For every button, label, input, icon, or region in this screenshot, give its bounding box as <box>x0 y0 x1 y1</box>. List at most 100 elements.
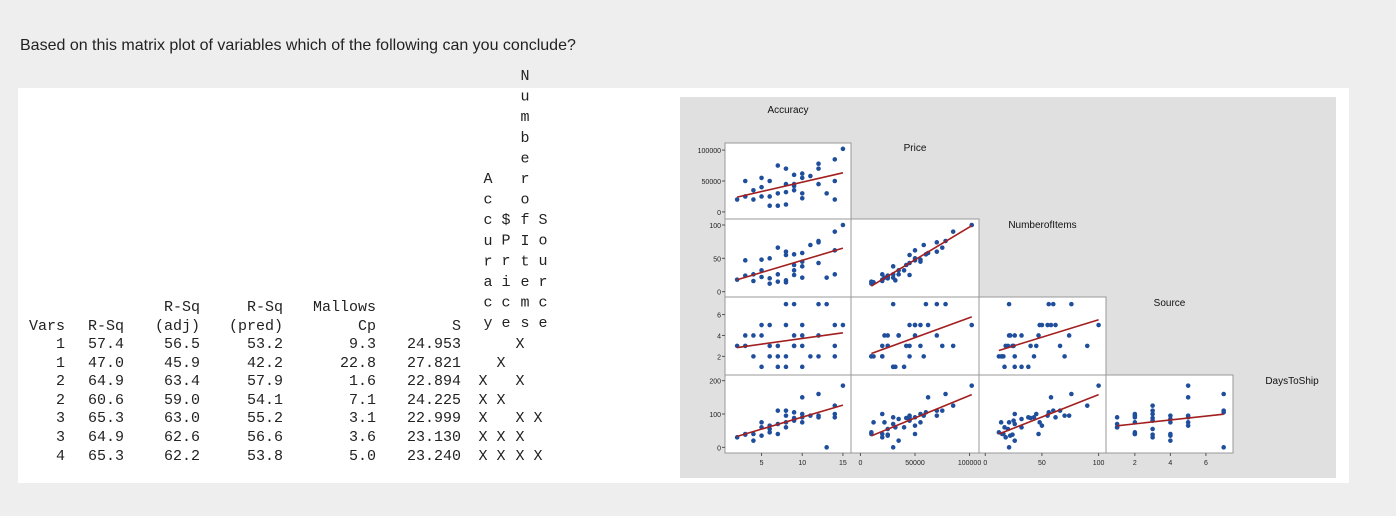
data-point <box>832 178 838 184</box>
data-point <box>783 249 789 254</box>
data-point <box>918 420 923 425</box>
data-point <box>783 408 789 413</box>
predictor-included-mark: X <box>478 373 488 391</box>
predictor-included-mark: X <box>515 336 525 353</box>
data-point <box>816 240 821 245</box>
x-tick-label: 50000 <box>905 460 925 467</box>
data-point <box>934 249 940 254</box>
data-point <box>1168 433 1173 438</box>
x-tick-label: 15 <box>839 460 847 467</box>
data-point <box>799 322 805 328</box>
data-point <box>1168 420 1173 425</box>
data-point <box>1012 364 1018 370</box>
cell-s: 23.240 <box>406 447 461 465</box>
cell-rsq: 64.9 <box>87 429 124 446</box>
predictor-header-wrap: Accuracy <box>479 95 497 336</box>
y-tick-label: 50 <box>713 256 721 263</box>
fit-line <box>998 393 1099 435</box>
data-point <box>751 187 756 193</box>
data-point <box>799 275 805 280</box>
data-point <box>767 343 772 349</box>
data-point <box>1185 420 1191 425</box>
data-point <box>1048 322 1054 328</box>
predictor-included-mark: X <box>478 429 488 446</box>
data-point <box>751 197 756 202</box>
predictor-included-mark: X <box>496 447 506 465</box>
data-point <box>832 322 838 328</box>
data-point <box>1010 432 1015 437</box>
data-point <box>775 279 781 284</box>
variable-label-price: Price <box>904 143 927 154</box>
x-tick-label: 100000 <box>958 460 981 467</box>
predictor-included-mark: X <box>496 354 506 372</box>
cell-adj: 59.0 <box>163 391 200 409</box>
data-point <box>912 248 918 253</box>
data-point <box>912 431 918 437</box>
data-point <box>1150 408 1155 413</box>
data-point <box>1046 301 1052 307</box>
x-tick-label: 0 <box>859 460 863 467</box>
data-point <box>791 268 797 273</box>
column-header: R-Sq <box>87 318 124 335</box>
predictor-header-wrap: $Price <box>497 95 515 336</box>
data-point <box>903 343 909 349</box>
data-point <box>791 252 797 257</box>
predictor-included-mark: X <box>496 429 506 446</box>
data-point <box>939 245 945 250</box>
data-point <box>1019 416 1024 422</box>
data-point <box>832 354 838 359</box>
data-point <box>775 191 781 196</box>
cell-adj: 63.4 <box>163 373 200 391</box>
data-point <box>1150 426 1155 432</box>
data-point <box>791 187 797 193</box>
data-point <box>1028 343 1033 349</box>
y-tick-label: 0 <box>717 210 721 217</box>
predictor-header: Source <box>534 212 552 336</box>
data-point <box>791 410 797 415</box>
fit-line <box>737 331 844 349</box>
cell-cp: 3.6 <box>348 429 376 446</box>
data-point <box>832 415 838 420</box>
data-point <box>767 354 772 359</box>
cell-pred: 53.8 <box>246 447 283 465</box>
data-point <box>783 413 789 418</box>
data-point <box>879 272 885 277</box>
data-point <box>890 415 896 420</box>
data-point <box>1048 395 1054 400</box>
data-point <box>918 343 923 349</box>
data-point <box>921 242 927 248</box>
data-point <box>1066 333 1072 338</box>
data-point <box>1084 403 1090 408</box>
data-point <box>934 301 940 307</box>
data-point <box>759 322 764 328</box>
predictor-included-mark: X <box>478 391 488 409</box>
data-point <box>767 322 772 328</box>
data-point <box>775 163 781 168</box>
data-point <box>799 333 805 338</box>
cell-s: 22.999 <box>406 410 461 428</box>
data-point <box>799 196 805 201</box>
data-point <box>901 268 907 273</box>
data-point <box>824 445 829 450</box>
cell-s: 23.130 <box>406 429 461 446</box>
data-point <box>950 229 956 234</box>
y-tick-label: 100 <box>709 223 721 230</box>
data-point <box>1084 343 1090 349</box>
data-point <box>871 354 876 359</box>
cell-s: 22.894 <box>406 373 461 391</box>
data-point <box>1062 354 1067 359</box>
data-point <box>1096 322 1101 328</box>
predictor-included-mark: X <box>496 391 506 409</box>
cell-pred: 56.6 <box>246 429 283 446</box>
predictor-included-mark: X <box>515 429 525 446</box>
data-point <box>912 322 918 328</box>
y-tick-label: 0 <box>717 290 721 297</box>
data-point <box>1185 395 1191 400</box>
data-point <box>742 258 748 263</box>
fit-line <box>736 247 844 281</box>
cell-adj: 63.0 <box>163 410 200 428</box>
data-point <box>1185 423 1191 428</box>
cell-cp: 1.6 <box>348 373 376 391</box>
data-point <box>1221 391 1226 397</box>
data-point <box>1011 418 1016 423</box>
